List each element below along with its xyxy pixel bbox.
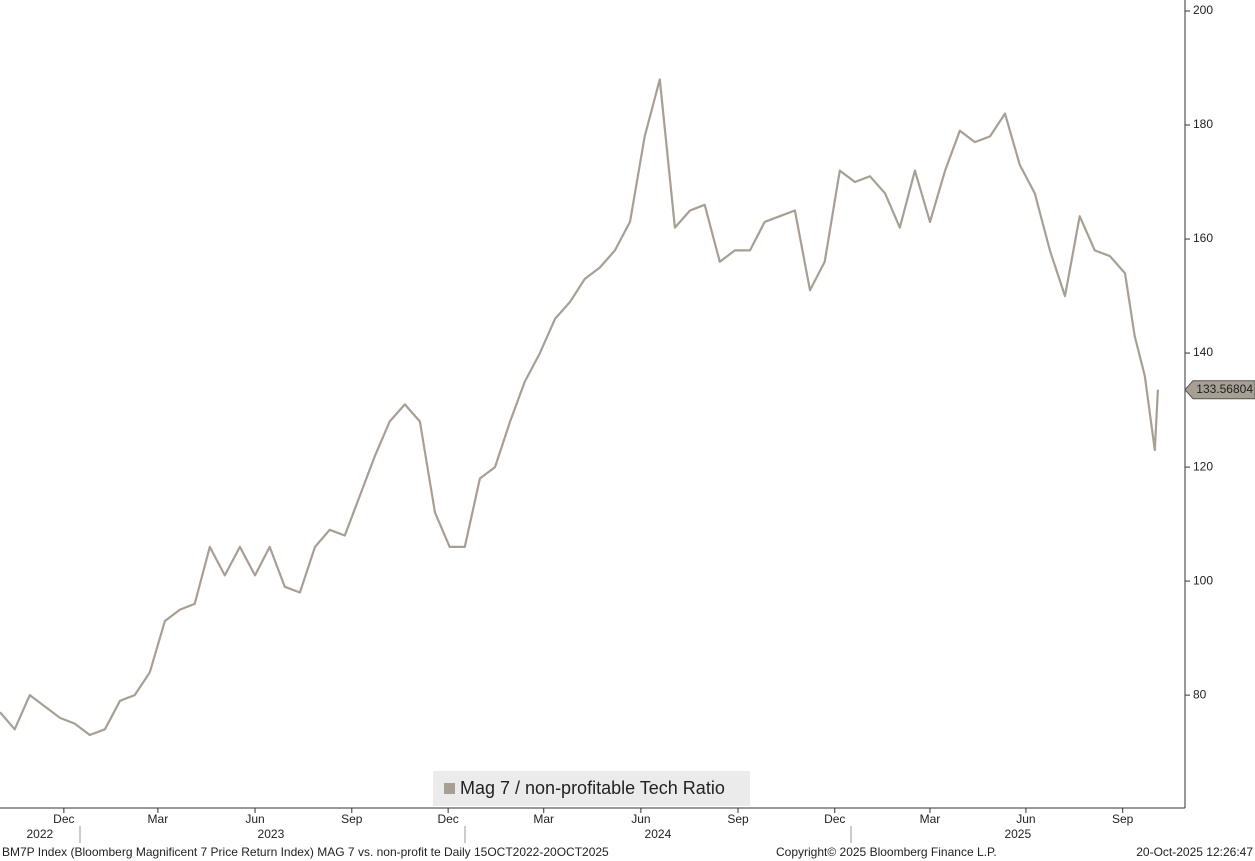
y-tick-label: 200 xyxy=(1193,3,1213,17)
year-label: 2025 xyxy=(1004,827,1031,841)
x-tick-label: Jun xyxy=(1016,812,1035,826)
last-value-flag xyxy=(1184,380,1255,400)
x-tick-label: Mar xyxy=(920,812,941,826)
x-tick-label: Sep xyxy=(341,812,363,826)
year-label: 2022 xyxy=(27,827,54,841)
footer-timestamp: 20-Oct-2025 12:26:47 xyxy=(1136,845,1253,859)
y-tick-label: 120 xyxy=(1193,459,1213,473)
y-tick-label: 100 xyxy=(1193,573,1213,587)
footer-source: BM7P Index (Bloomberg Magnificent 7 Pric… xyxy=(2,845,609,859)
footer-copyright: Copyright© 2025 Bloomberg Finance L.P. xyxy=(776,845,997,859)
x-tick-label: Sep xyxy=(1112,812,1134,826)
legend-label: Mag 7 / non-profitable Tech Ratio xyxy=(460,778,725,798)
x-tick-label: Jun xyxy=(245,812,264,826)
last-value-label: 133.56804 xyxy=(1196,382,1253,396)
year-label: 2024 xyxy=(645,827,672,841)
data-line xyxy=(0,78,1159,737)
x-tick-label: Mar xyxy=(148,812,169,826)
x-tick-label: Mar xyxy=(533,812,554,826)
x-tick-label: Dec xyxy=(824,812,845,826)
y-tick-label: 140 xyxy=(1193,345,1213,359)
x-tick-label: Jun xyxy=(631,812,650,826)
x-tick-label: Dec xyxy=(437,812,458,826)
legend-box xyxy=(433,771,750,806)
y-tick-label: 80 xyxy=(1193,687,1207,701)
x-tick-label: Dec xyxy=(53,812,74,826)
x-tick-label: Sep xyxy=(727,812,749,826)
legend-swatch xyxy=(444,783,455,794)
y-tick-label: 180 xyxy=(1193,117,1213,131)
y-tick-label: 160 xyxy=(1193,231,1213,245)
year-label: 2023 xyxy=(258,827,285,841)
